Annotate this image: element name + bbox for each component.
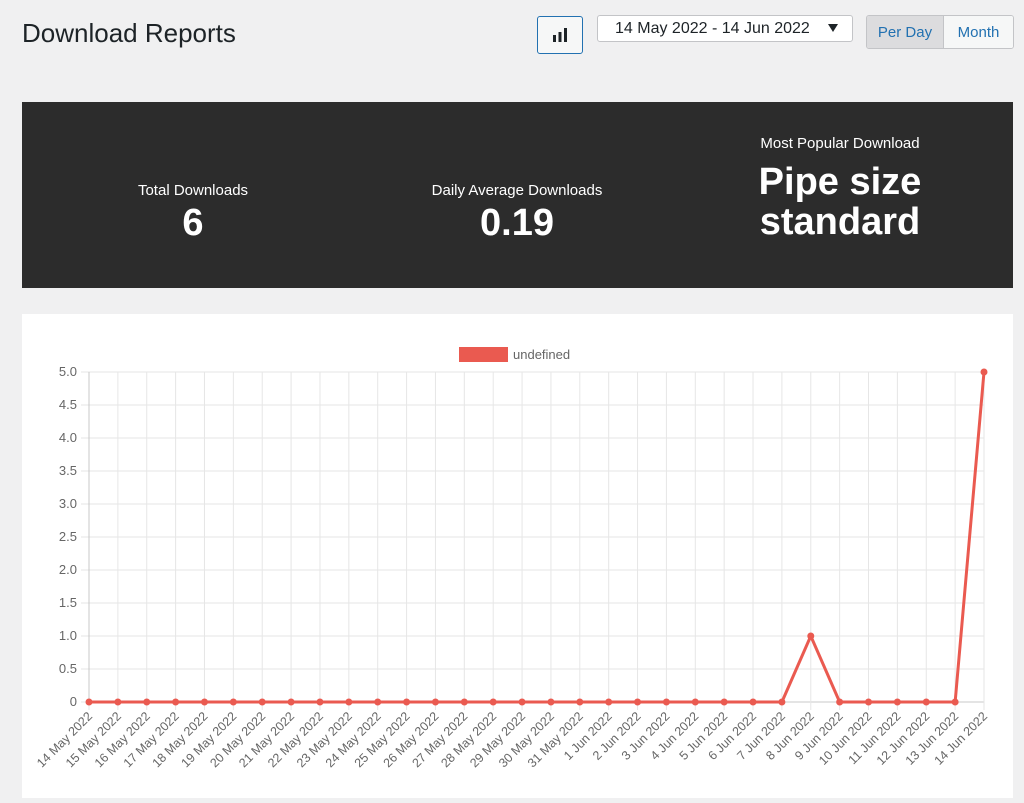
total-downloads-label: Total Downloads [137, 182, 249, 199]
most-popular-value-line2: standard [759, 201, 921, 243]
most-popular-stat: Most Popular Download Pipe size standard [680, 135, 1000, 242]
data-point [836, 698, 844, 706]
data-point [749, 698, 757, 706]
data-point [229, 698, 237, 706]
page-title: Download Reports [22, 18, 236, 48]
data-point [403, 698, 411, 706]
month-button[interactable]: Month [944, 16, 1013, 48]
data-point [951, 698, 959, 706]
total-downloads-value: 6 [182, 202, 204, 244]
y-tick-label: 1.5 [59, 595, 77, 610]
daily-average-value: 0.19 [480, 202, 554, 244]
y-tick-label: 3.5 [59, 463, 77, 478]
bar-chart-icon [553, 28, 567, 42]
data-point [172, 698, 180, 706]
data-point [893, 698, 901, 706]
data-point [720, 698, 728, 706]
y-tick-label: 5.0 [59, 364, 77, 379]
series-line [89, 371, 986, 704]
most-popular-label: Most Popular Download [760, 135, 920, 152]
chart-card: 0 0.5 1.0 1.5 2.0 2.5 3.0 3.5 4.0 4.5 5.0 14 May 20… [22, 314, 1013, 798]
data-point [85, 698, 93, 706]
date-range-value: 14 May 2022 - 14 Jun 2022 [615, 19, 810, 37]
data-point [114, 698, 122, 706]
data-point [691, 698, 699, 706]
data-point [662, 698, 670, 706]
y-tick-label: 0.5 [59, 661, 77, 676]
data-point [865, 698, 873, 706]
data-point [374, 698, 382, 706]
y-tick-label: 2.5 [59, 529, 77, 544]
data-point [605, 698, 613, 706]
downloads-line-chart: 00.51.01.52.02.53.03.54.04.55.014 May 20… [34, 347, 990, 770]
data-point [778, 698, 786, 706]
data-point [518, 698, 526, 706]
per-day-button[interactable]: Per Day [867, 16, 944, 48]
legend-label: undefined [513, 347, 570, 362]
data-point [316, 698, 324, 706]
y-tick-label: 1.0 [59, 628, 77, 643]
y-tick-label: 0 [70, 694, 77, 709]
data-point [547, 698, 555, 706]
total-downloads-stat: Total Downloads 6 [33, 182, 353, 243]
data-point [576, 698, 584, 706]
chart-view-button[interactable] [537, 16, 583, 54]
y-tick-label: 2.0 [59, 562, 77, 577]
data-point [489, 698, 497, 706]
data-point [287, 698, 295, 706]
y-tick-label: 4.0 [59, 430, 77, 445]
data-point [460, 698, 468, 706]
legend-swatch [459, 347, 508, 362]
daily-average-stat: Daily Average Downloads 0.19 [357, 182, 677, 243]
data-point [345, 698, 353, 706]
caret-down-icon [828, 24, 838, 32]
y-tick-label: 4.5 [59, 397, 77, 412]
data-point [200, 698, 208, 706]
data-point [980, 368, 988, 376]
period-toggle-group: Per Day Month [866, 15, 1014, 49]
data-point [807, 632, 815, 640]
y-tick-label: 3.0 [59, 496, 77, 511]
data-point [634, 698, 642, 706]
daily-average-label: Daily Average Downloads [431, 182, 603, 199]
data-point [143, 698, 151, 706]
most-popular-value-line1: Pipe size [758, 161, 922, 203]
stats-panel: Total Downloads 6 Daily Average Download… [22, 102, 1013, 288]
data-point [258, 698, 266, 706]
data-point [922, 698, 930, 706]
date-range-select[interactable]: 14 May 2022 - 14 Jun 2022 [597, 15, 853, 42]
data-point [431, 698, 439, 706]
